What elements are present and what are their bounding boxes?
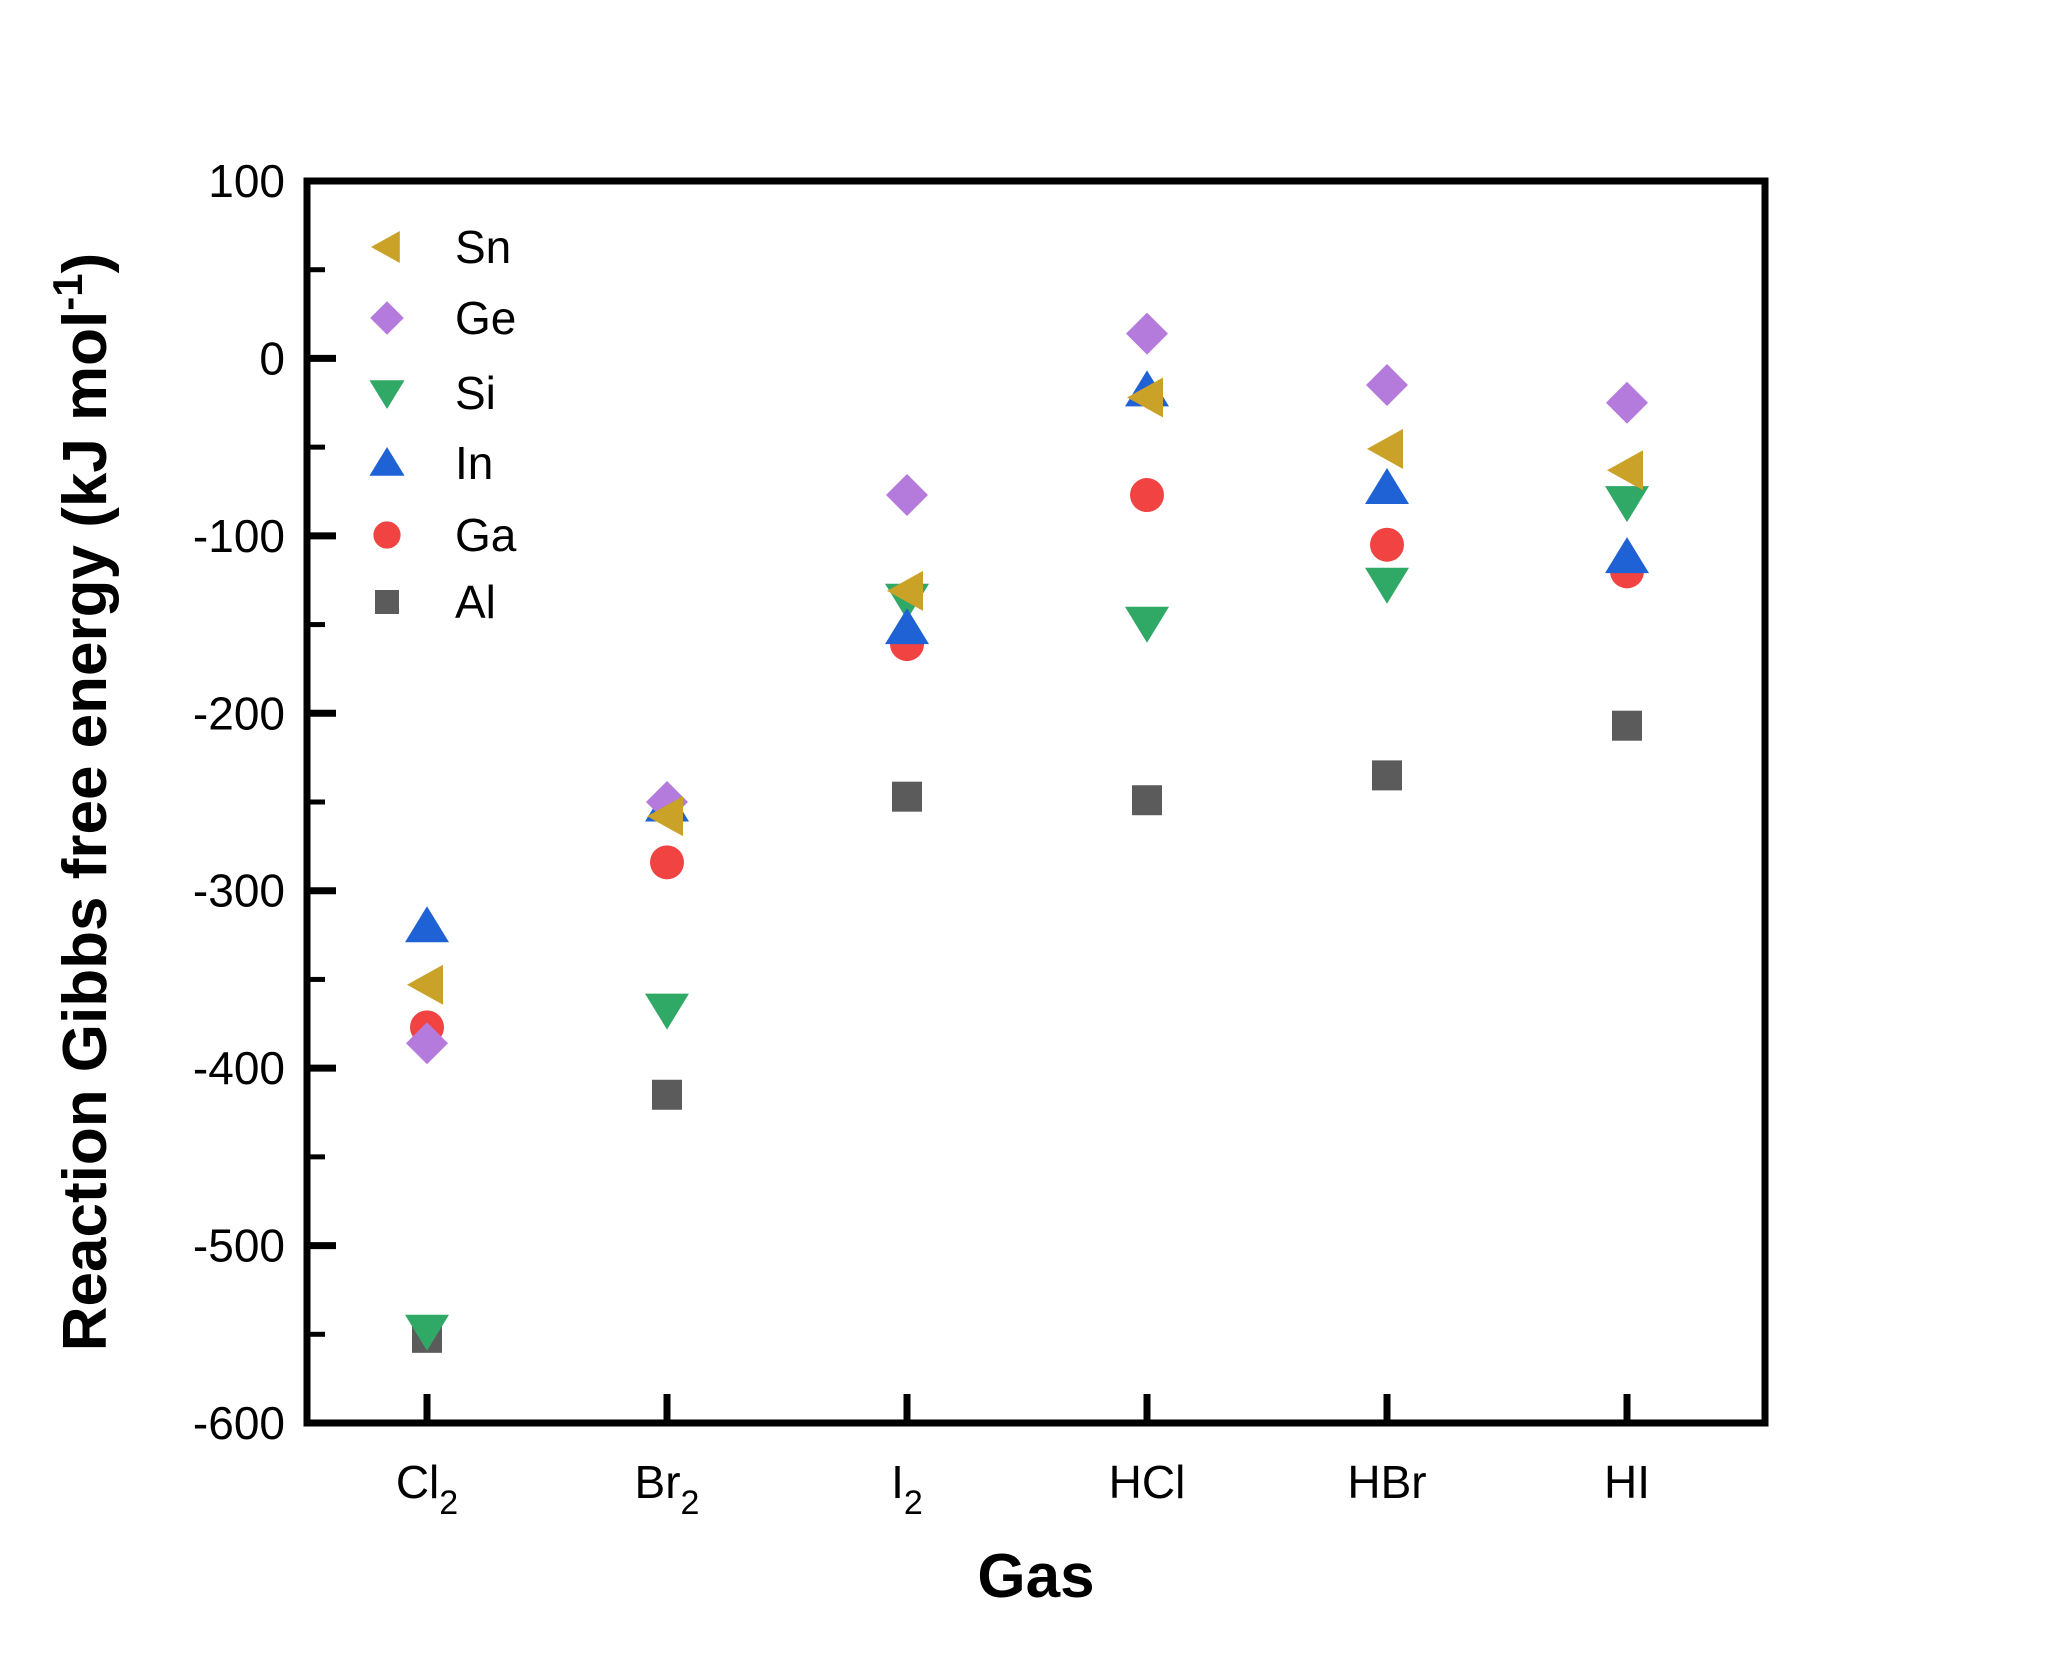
data-point-Al-HCl — [1132, 785, 1162, 816]
y-tick-label: -400 — [193, 1042, 285, 1094]
y-tick-label: -100 — [193, 510, 285, 562]
data-point-Sn-Cl2 — [407, 964, 443, 1005]
x-tick-label: HCl — [1109, 1456, 1186, 1508]
y-tick-label: 0 — [259, 332, 285, 384]
data-point-Al-I2 — [892, 781, 922, 812]
legend-item-sn: Sn — [371, 221, 511, 273]
data-point-Ga-Br2 — [650, 845, 684, 880]
data-point-Ga-HBr — [1370, 527, 1404, 562]
data-point-Al-Br2 — [652, 1079, 682, 1110]
legend-marker-in — [369, 447, 405, 476]
x-tick-label: Cl2 — [396, 1456, 458, 1522]
data-point-In-HBr — [1365, 467, 1409, 504]
legend-marker-al — [375, 590, 399, 614]
legend-label-si: Si — [455, 367, 496, 419]
x-tick-label: Br2 — [635, 1456, 700, 1522]
legend-item-si: Si — [369, 367, 496, 419]
legend: Sn Ge Si In Ga Al — [369, 221, 517, 628]
y-tick-label: -600 — [193, 1397, 285, 1449]
data-point-In-I2 — [885, 608, 929, 645]
legend-item-ge: Ge — [370, 292, 516, 344]
data-point-Ga-HCl — [1130, 478, 1164, 513]
legend-label-in: In — [455, 437, 493, 489]
y-tick-label: -300 — [193, 865, 285, 917]
data-point-Sn-HI — [1607, 450, 1643, 491]
y-axis-title-text: Reaction Gibbs free energy (kJ mol-1​) — [44, 253, 120, 1352]
x-tick-label: HI — [1604, 1456, 1650, 1508]
legend-marker-si — [369, 380, 405, 409]
y-tick-label: 100 — [208, 155, 285, 207]
y-tick-label: -200 — [193, 687, 285, 739]
legend-item-ga: Ga — [373, 509, 517, 561]
legend-label-ga: Ga — [455, 509, 517, 561]
data-point-Ge-I2 — [886, 474, 928, 517]
data-point-Ge-HI — [1606, 381, 1648, 424]
data-point-Si-HI — [1605, 486, 1649, 523]
data-point-Si-Br2 — [645, 993, 689, 1030]
data-point-Sn-HBr — [1367, 428, 1403, 469]
data-point-Al-HI — [1612, 710, 1642, 741]
plot-frame — [303, 177, 1769, 1427]
legend-item-al: Al — [375, 576, 496, 628]
axes-layer: 100 0 -100 -200 -300 -400 -500 -600 Cl2 Br2 I2 HCl H… — [193, 155, 1769, 1522]
data-point-Si-HCl — [1125, 606, 1169, 643]
legend-label-al: Al — [455, 576, 496, 628]
x-tick-label: I2 — [891, 1456, 923, 1522]
data-point-Ge-HCl — [1126, 312, 1168, 355]
data-point-Si-HBr — [1365, 567, 1409, 604]
data-point-In-Cl2 — [405, 906, 449, 943]
x-tick-label: HBr — [1347, 1456, 1426, 1508]
y-axis-title: Reaction Gibbs free energy (kJ mol-1​) — [44, 253, 120, 1352]
data-point-In-HI — [1605, 537, 1649, 574]
data-point-Si-Cl2 — [405, 1314, 449, 1351]
x-axis-title: Gas — [977, 1542, 1094, 1611]
legend-label-ge: Ge — [455, 292, 516, 344]
legend-marker-ga — [373, 521, 401, 549]
legend-item-in: In — [369, 437, 493, 489]
legend-marker-sn — [371, 231, 400, 263]
data-point-Al-HBr — [1372, 760, 1402, 791]
y-tick-label: -500 — [193, 1220, 285, 1272]
data-point-Sn-HCl — [1127, 377, 1163, 418]
data-point-Ge-Cl2 — [406, 1022, 448, 1065]
data-point-Ge-HBr — [1366, 364, 1408, 407]
data-point-Sn-I2 — [887, 570, 923, 611]
data-layer — [405, 312, 1649, 1353]
data-point-Sn-Br2 — [647, 796, 683, 837]
legend-marker-ge — [370, 301, 404, 335]
legend-label-sn: Sn — [455, 221, 511, 273]
